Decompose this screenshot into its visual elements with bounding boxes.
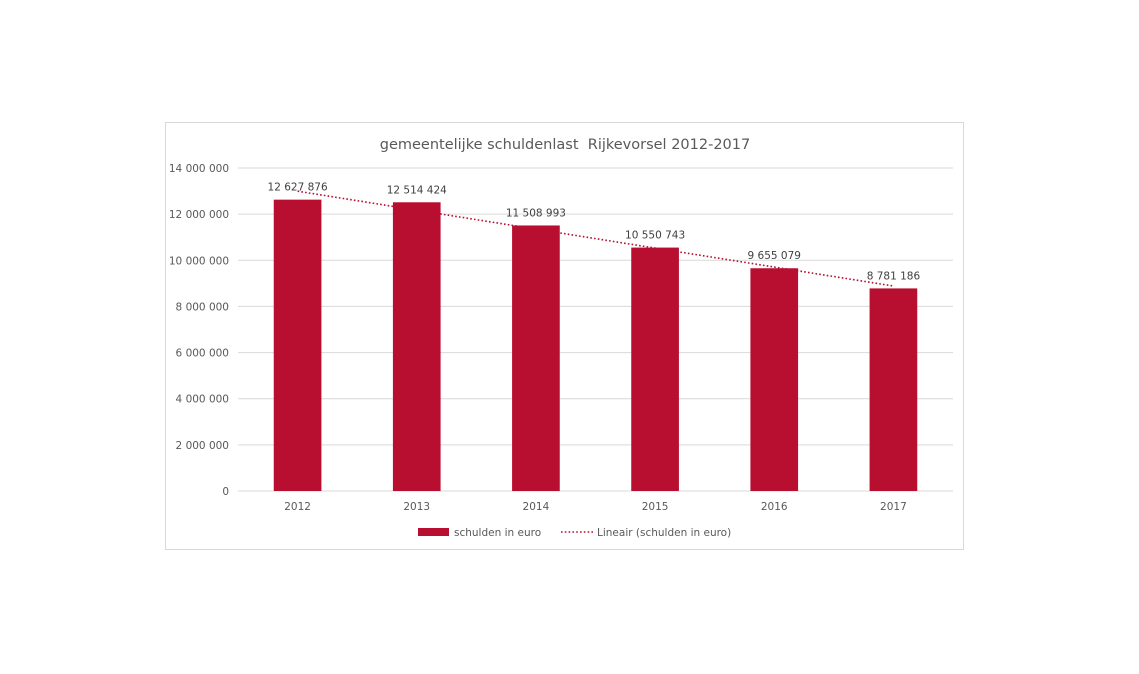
data-label: 12 514 424 <box>387 184 447 196</box>
trendline <box>297 190 894 287</box>
bar <box>869 288 918 491</box>
bar <box>750 268 799 491</box>
data-label: 9 655 079 <box>748 250 801 262</box>
y-tick-label: 10 000 000 <box>169 255 229 267</box>
y-tick-label: 4 000 000 <box>176 394 229 406</box>
y-tick-label: 8 000 000 <box>176 301 229 313</box>
bar <box>512 225 560 491</box>
data-label: 10 550 743 <box>625 230 685 242</box>
x-tick-label: 2016 <box>761 501 788 513</box>
bar <box>631 247 679 491</box>
chart-title: gemeentelijke schuldenlast Rijkevorsel 2… <box>380 137 751 153</box>
bar <box>392 202 441 491</box>
bar <box>273 199 322 491</box>
data-label: 12 627 876 <box>268 182 328 194</box>
data-label: 11 508 993 <box>506 207 566 219</box>
x-tick-label: 2017 <box>880 501 907 513</box>
legend-label-trendline: Lineair (schulden in euro) <box>597 527 731 539</box>
x-tick-label: 2013 <box>403 501 430 513</box>
y-tick-label: 14 000 000 <box>169 163 229 175</box>
legend-label-bars: schulden in euro <box>454 527 541 539</box>
chart-frame: gemeentelijke schuldenlast Rijkevorsel 2… <box>165 122 964 550</box>
legend: schulden in euro Lineair (schulden in eu… <box>418 527 731 539</box>
x-tick-label: 2012 <box>284 501 311 513</box>
y-axis-tick-labels: 0 2 000 000 4 000 000 6 000 000 8 000 000 10 … <box>169 163 229 498</box>
data-labels: 12 627 876 12 514 424 11 508 993 10 550 743… <box>268 182 921 283</box>
legend-swatch-bar <box>418 528 449 536</box>
bar-chart: gemeentelijke schuldenlast Rijkevorsel 2… <box>169 137 953 539</box>
x-tick-label: 2014 <box>523 501 550 513</box>
y-tick-label: 6 000 000 <box>176 348 229 360</box>
data-label: 8 781 186 <box>867 270 921 282</box>
y-tick-label: 2 000 000 <box>176 440 229 452</box>
bars <box>273 199 918 491</box>
x-axis-tick-labels: 2012 2013 2014 2015 2016 2017 <box>284 501 907 513</box>
x-tick-label: 2015 <box>642 501 669 513</box>
gridlines <box>238 167 953 492</box>
y-tick-label: 0 <box>222 486 229 498</box>
y-tick-label: 12 000 000 <box>169 209 229 221</box>
trendline-layer <box>297 190 894 287</box>
